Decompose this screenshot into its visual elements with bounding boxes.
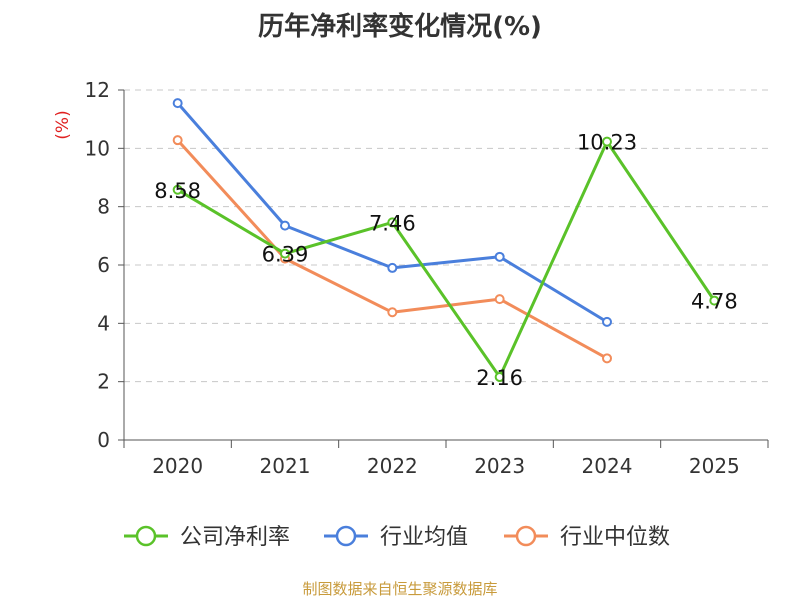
data-point: [172, 135, 183, 146]
data-point: [172, 184, 183, 195]
legend-marker: [515, 525, 537, 547]
y-tick-label: 8: [97, 195, 110, 219]
data-label: 8.58: [154, 179, 201, 203]
y-tick-label: 10: [85, 136, 110, 160]
data-point: [387, 262, 398, 273]
data-point: [602, 316, 612, 327]
x-tick-label: 2020: [152, 454, 203, 478]
chart-title: 历年净利率变化情况(%): [258, 12, 542, 42]
data-point: [494, 372, 505, 382]
y-axis-label: (%): [53, 110, 73, 139]
data-label: 2.16: [476, 366, 523, 390]
data-label: 6.39: [262, 243, 309, 267]
data-label: 10.23: [577, 131, 637, 155]
data-point: [172, 98, 183, 109]
y-tick-label: 6: [97, 253, 110, 277]
legend-marker: [335, 525, 357, 547]
data-point: [387, 307, 398, 318]
x-tick-label: 2022: [367, 454, 418, 478]
x-tick-label: 2025: [689, 454, 740, 478]
y-tick-label: 4: [97, 311, 110, 335]
series-line: [176, 138, 609, 360]
x-tick-label: 2024: [582, 454, 633, 478]
series-line: [176, 140, 716, 379]
source-note: 制图数据来自恒生聚源数据库: [302, 580, 498, 598]
legend-label: 行业中位数: [560, 525, 670, 550]
x-tick-label: 2021: [260, 454, 311, 478]
data-label: 7.46: [369, 211, 416, 235]
data-point: [387, 217, 398, 228]
data-label: 4.78: [691, 290, 738, 314]
data-point: [280, 220, 290, 231]
legend-label: 公司净利率: [180, 525, 290, 550]
legend-marker: [135, 525, 157, 547]
y-tick-label: 12: [85, 78, 110, 102]
y-tick-label: 0: [97, 428, 110, 452]
data-point: [602, 136, 612, 147]
x-tick-label: 2023: [474, 454, 525, 478]
data-point: [494, 251, 505, 262]
legend-label: 行业均值: [380, 525, 468, 550]
data-point: [602, 353, 612, 364]
data-point: [280, 248, 290, 259]
y-tick-label: 2: [97, 370, 110, 394]
data-point: [709, 295, 720, 306]
data-point: [494, 294, 505, 305]
